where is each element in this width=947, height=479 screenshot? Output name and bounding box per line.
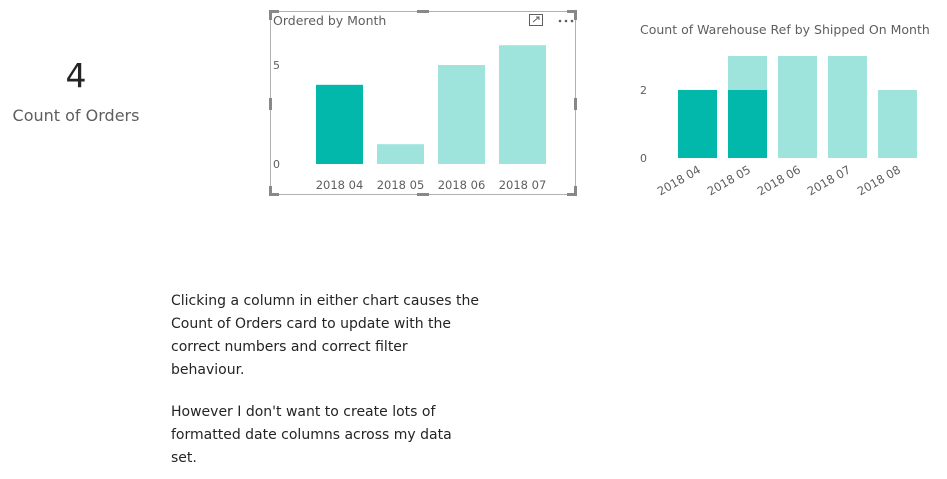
- y-tick-label: 0: [640, 152, 647, 165]
- bar-2018-05[interactable]: [377, 144, 424, 164]
- bar-2018-08[interactable]: [878, 90, 917, 158]
- x-tick-label: 2018 06: [438, 178, 486, 192]
- bar-2018-06[interactable]: [438, 65, 485, 164]
- bar-2018-06[interactable]: [778, 56, 817, 158]
- note-line: formatted date columns across my data: [171, 427, 452, 443]
- resize-handle-top-mid[interactable]: [417, 10, 429, 13]
- x-tick-label: 2018 05: [377, 178, 425, 192]
- resize-handle-bottom-left[interactable]: [269, 193, 279, 196]
- note-line: set.: [171, 450, 197, 466]
- bar-highlight-2018-05[interactable]: [728, 90, 767, 158]
- x-tick-label: 2018 08: [855, 162, 903, 198]
- bar-2018-07[interactable]: [828, 56, 867, 158]
- resize-handle-bottom-right[interactable]: [567, 193, 577, 196]
- note-line: behaviour.: [171, 362, 245, 378]
- x-tick-label: 2018 04: [655, 162, 703, 198]
- note-line: However I don't want to create lots of: [171, 404, 436, 420]
- resize-handle-top-left-v[interactable]: [269, 10, 272, 20]
- y-tick-label: 0: [273, 158, 280, 171]
- resize-handle-right-mid[interactable]: [574, 98, 577, 110]
- resize-handle-top-right[interactable]: [567, 10, 577, 13]
- resize-handle-bottom-mid[interactable]: [417, 193, 429, 196]
- y-tick-label: 2: [640, 84, 647, 97]
- resize-handle-top-right-v[interactable]: [574, 10, 577, 20]
- note-line: Count of Orders card to update with the: [171, 316, 452, 332]
- y-tick-label: 5: [273, 59, 280, 72]
- resize-handle-top-left[interactable]: [269, 10, 279, 13]
- x-tick-label: 2018 05: [705, 162, 753, 198]
- focus-mode-icon[interactable]: [528, 13, 544, 27]
- bar-2018-07[interactable]: [499, 45, 546, 165]
- bar-2018-04[interactable]: [316, 84, 363, 164]
- note-paragraph-2: However I don't want to create lots of f…: [171, 401, 452, 470]
- ordered-by-month-visual[interactable]: [269, 10, 577, 196]
- resize-handle-left-mid[interactable]: [269, 98, 272, 110]
- card-label: Count of Orders: [12, 106, 140, 125]
- chart2-title: Count of Warehouse Ref by Shipped On Mon…: [640, 22, 930, 37]
- x-tick-label: 2018 07: [499, 178, 547, 192]
- resize-handle-bottom-left-v[interactable]: [269, 186, 272, 196]
- bar-highlight-2018-04[interactable]: [678, 90, 717, 158]
- card-value: 4: [65, 56, 87, 95]
- x-tick-label: 2018 04: [316, 178, 364, 192]
- chart1-title: Ordered by Month: [273, 13, 387, 28]
- note-line: Clicking a column in either chart causes…: [171, 293, 479, 309]
- note-paragraph-1: Clicking a column in either chart causes…: [171, 290, 479, 382]
- resize-handle-bottom-right-v[interactable]: [574, 186, 577, 196]
- x-tick-label: 2018 06: [755, 162, 803, 198]
- note-line: correct numbers and correct filter: [171, 339, 408, 355]
- x-tick-label: 2018 07: [805, 162, 853, 198]
- more-options-icon[interactable]: [556, 13, 576, 27]
- ordered-by-month-chart: 0 5 2018 04 2018 05 2018 06 2018 07: [273, 45, 547, 192]
- shipped-on-month-chart: 0 2 2018 04 2018 05 2018 06 2018 07 2018 08: [640, 56, 917, 198]
